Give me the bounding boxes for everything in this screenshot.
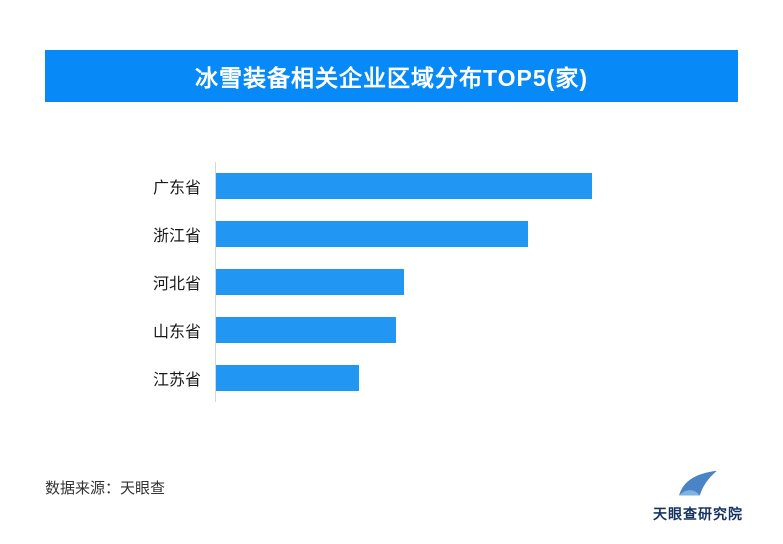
chart-title-banner: 冰雪装备相关企业区域分布TOP5(家) [45,50,738,102]
bar [216,365,359,391]
brand-name: 天眼查研究院 [653,506,743,522]
brand-block: 天眼查研究院 [653,467,743,524]
category-label: 山东省 [152,324,201,341]
bar-track [215,258,738,306]
category-label: 浙江省 [152,228,201,245]
bar [216,173,592,199]
bar-row: 山东省 [45,306,738,354]
bar-chart: 广东省浙江省河北省山东省江苏省 [45,162,738,402]
category-label: 河北省 [152,276,201,293]
category-label: 广东省 [152,180,201,197]
bar-row: 河北省 [45,258,738,306]
bar-rows: 广东省浙江省河北省山东省江苏省 [45,162,738,402]
bar-row: 江苏省 [45,354,738,402]
chart-title: 冰雪装备相关企业区域分布TOP5(家) [195,65,588,91]
bar-track [215,162,738,210]
bar-track [215,354,738,402]
bar-row: 广东省 [45,162,738,210]
category-label: 江苏省 [152,372,201,389]
bar [216,317,397,343]
bar [216,269,404,295]
bar [216,221,528,247]
bar-row: 浙江省 [45,210,738,258]
tianyancha-logo-icon [675,467,721,501]
bar-track [215,210,738,258]
data-source-text: 数据来源：天眼查 [45,480,166,497]
bar-track [215,306,738,354]
